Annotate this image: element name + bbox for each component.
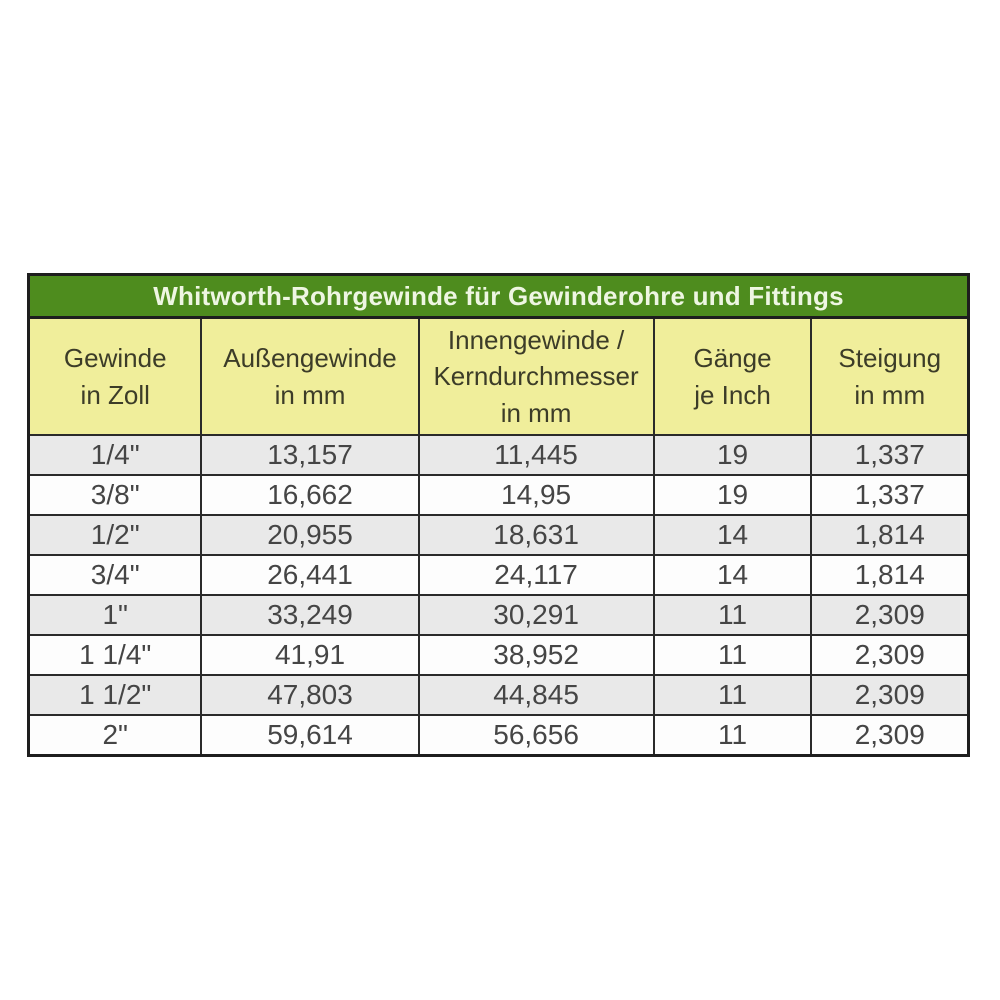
cell-aussengewinde: 59,614 bbox=[200, 714, 420, 757]
table-title-row: Whitworth-Rohrgewinde für Gewinderohre u… bbox=[27, 273, 970, 319]
column-header-innengewinde-kerndurchmesser: Innengewinde / Kerndurchmesser in mm bbox=[417, 316, 655, 436]
cell-innengewinde: 30,291 bbox=[417, 594, 655, 636]
cell-aussengewinde: 41,91 bbox=[200, 634, 420, 676]
table-header-row: Gewinde in Zoll Außengewinde in mm Innen… bbox=[27, 316, 970, 436]
cell-steigung: 2,309 bbox=[810, 714, 970, 757]
cell-steigung: 2,309 bbox=[810, 634, 970, 676]
column-header-gaenge-je-inch: Gänge je Inch bbox=[652, 316, 813, 436]
cell-gaenge: 14 bbox=[652, 554, 813, 596]
column-header-aussengewinde: Außengewinde in mm bbox=[200, 316, 420, 436]
cell-aussengewinde: 13,157 bbox=[200, 434, 420, 476]
whitworth-table-container: Whitworth-Rohrgewinde für Gewinderohre u… bbox=[27, 273, 970, 757]
cell-gewinde: 1 1/4" bbox=[27, 634, 203, 676]
cell-gaenge: 11 bbox=[652, 674, 813, 716]
cell-innengewinde: 14,95 bbox=[417, 474, 655, 516]
column-header-steigung: Steigung in mm bbox=[810, 316, 970, 436]
cell-innengewinde: 18,631 bbox=[417, 514, 655, 556]
whitworth-thread-table: Whitworth-Rohrgewinde für Gewinderohre u… bbox=[27, 273, 970, 757]
cell-gaenge: 19 bbox=[652, 474, 813, 516]
cell-gaenge: 11 bbox=[652, 634, 813, 676]
cell-gewinde: 1/4" bbox=[27, 434, 203, 476]
cell-steigung: 2,309 bbox=[810, 594, 970, 636]
table-row: 1 1/2" 47,803 44,845 11 2,309 bbox=[27, 674, 970, 716]
cell-gaenge: 19 bbox=[652, 434, 813, 476]
cell-steigung: 2,309 bbox=[810, 674, 970, 716]
column-header-gewinde-in-zoll: Gewinde in Zoll bbox=[27, 316, 203, 436]
table-row: 3/8" 16,662 14,95 19 1,337 bbox=[27, 474, 970, 516]
cell-gewinde: 2" bbox=[27, 714, 203, 757]
table-row: 1 1/4" 41,91 38,952 11 2,309 bbox=[27, 634, 970, 676]
cell-gewinde: 1/2" bbox=[27, 514, 203, 556]
cell-aussengewinde: 47,803 bbox=[200, 674, 420, 716]
cell-gaenge: 14 bbox=[652, 514, 813, 556]
table-row: 1" 33,249 30,291 11 2,309 bbox=[27, 594, 970, 636]
cell-steigung: 1,337 bbox=[810, 474, 970, 516]
cell-aussengewinde: 16,662 bbox=[200, 474, 420, 516]
cell-gewinde: 1" bbox=[27, 594, 203, 636]
table-title: Whitworth-Rohrgewinde für Gewinderohre u… bbox=[27, 273, 970, 319]
cell-innengewinde: 38,952 bbox=[417, 634, 655, 676]
cell-innengewinde: 56,656 bbox=[417, 714, 655, 757]
cell-gaenge: 11 bbox=[652, 594, 813, 636]
cell-aussengewinde: 26,441 bbox=[200, 554, 420, 596]
table-row: 2" 59,614 56,656 11 2,309 bbox=[27, 714, 970, 757]
table-row: 3/4" 26,441 24,117 14 1,814 bbox=[27, 554, 970, 596]
cell-innengewinde: 11,445 bbox=[417, 434, 655, 476]
table-row: 1/4" 13,157 11,445 19 1,337 bbox=[27, 434, 970, 476]
cell-gewinde: 1 1/2" bbox=[27, 674, 203, 716]
cell-gaenge: 11 bbox=[652, 714, 813, 757]
cell-gewinde: 3/8" bbox=[27, 474, 203, 516]
cell-innengewinde: 24,117 bbox=[417, 554, 655, 596]
cell-innengewinde: 44,845 bbox=[417, 674, 655, 716]
cell-gewinde: 3/4" bbox=[27, 554, 203, 596]
cell-steigung: 1,814 bbox=[810, 554, 970, 596]
cell-aussengewinde: 33,249 bbox=[200, 594, 420, 636]
cell-steigung: 1,337 bbox=[810, 434, 970, 476]
cell-aussengewinde: 20,955 bbox=[200, 514, 420, 556]
cell-steigung: 1,814 bbox=[810, 514, 970, 556]
table-row: 1/2" 20,955 18,631 14 1,814 bbox=[27, 514, 970, 556]
